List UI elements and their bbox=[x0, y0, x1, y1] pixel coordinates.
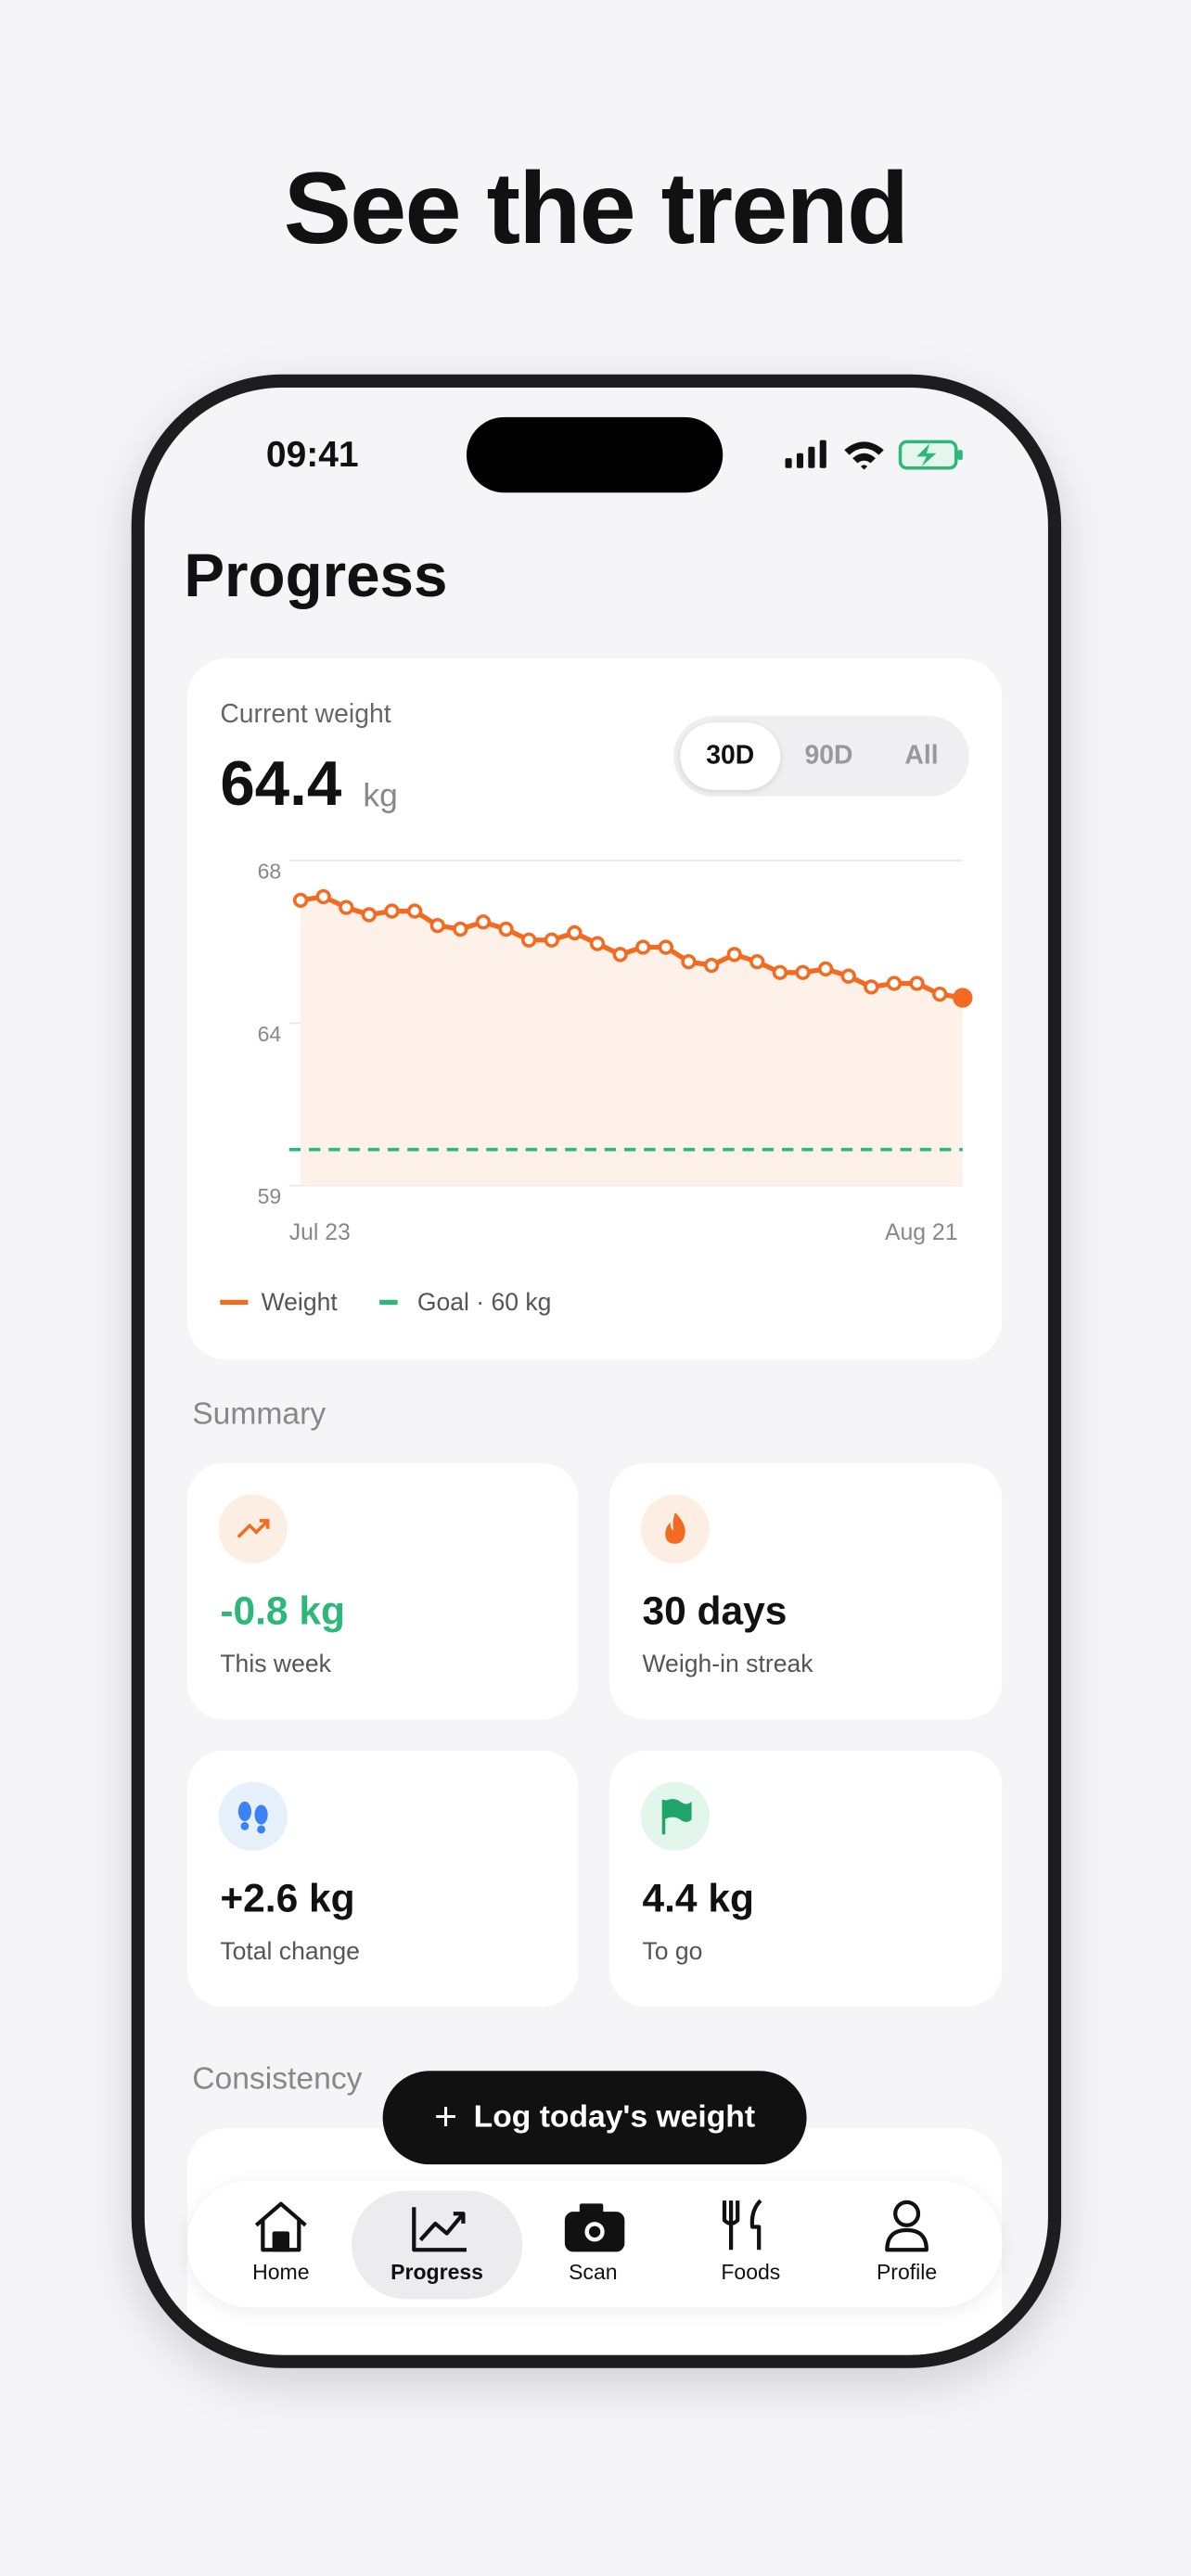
y-tick-label: 68 bbox=[258, 859, 282, 883]
weight-point bbox=[909, 976, 925, 991]
y-tick-label: 64 bbox=[258, 1022, 282, 1046]
weight-point bbox=[864, 979, 879, 995]
status-icons bbox=[785, 440, 963, 470]
weight-point bbox=[315, 888, 331, 905]
weight-point bbox=[292, 892, 309, 909]
tab-label[interactable]: Foods bbox=[721, 2259, 781, 2285]
weight-point bbox=[453, 921, 468, 937]
weight-point bbox=[339, 899, 354, 915]
weight-area bbox=[301, 896, 963, 1186]
status-time: 09:41 bbox=[265, 433, 359, 475]
summary-card: 4.4 kg To go bbox=[609, 1750, 1003, 2008]
summary-label: Weigh-in streak bbox=[642, 1650, 813, 1678]
weight-point bbox=[817, 961, 834, 977]
steps-icon bbox=[218, 1781, 288, 1851]
weight-point bbox=[612, 947, 628, 963]
summary-label: Total change bbox=[220, 1937, 360, 1966]
weight-value: 64.4 bbox=[220, 750, 342, 820]
weight-unit: kg bbox=[363, 778, 398, 815]
summary-title: Summary bbox=[192, 1397, 327, 1433]
legend-label: Weight bbox=[262, 1288, 339, 1316]
y-tick-label: 59 bbox=[258, 1184, 282, 1208]
tab-bar: Home Progress Scan Foods Profile bbox=[186, 2180, 1003, 2308]
weight-point bbox=[429, 917, 445, 934]
headline: See the trend bbox=[283, 152, 909, 266]
tab-highlight bbox=[351, 2190, 523, 2300]
legend-label: Goal · 60 kg bbox=[417, 1288, 552, 1316]
page-title: Progress bbox=[184, 542, 448, 610]
range-selector: 30D 90D All bbox=[673, 716, 969, 797]
x-tick-label: Aug 21 bbox=[885, 1220, 958, 1245]
consistency-title: Consistency bbox=[192, 2062, 363, 2098]
summary-value: 30 days bbox=[642, 1589, 788, 1635]
summary-label: To go bbox=[642, 1937, 703, 1966]
summary-value: -0.8 kg bbox=[220, 1589, 345, 1635]
weight-point bbox=[635, 939, 651, 955]
weight-point bbox=[521, 932, 537, 948]
weight-point bbox=[544, 932, 559, 948]
plus-icon: + bbox=[434, 2094, 457, 2139]
weight-card: Current weight 64.4 kg 30D 90D All 59 64 68 J… bbox=[186, 658, 1003, 1360]
weight-point bbox=[475, 914, 492, 930]
weight-point bbox=[840, 968, 856, 984]
weight-point bbox=[886, 976, 903, 991]
weight-point bbox=[795, 964, 811, 980]
weight-point bbox=[658, 939, 674, 955]
log-button-label: Log today's weight bbox=[473, 2099, 756, 2135]
summary-value: +2.6 kg bbox=[220, 1877, 355, 1922]
range-option[interactable]: 30D bbox=[680, 722, 781, 790]
tab-label[interactable]: Profile bbox=[876, 2259, 938, 2285]
tab-label[interactable]: Progress bbox=[391, 2259, 484, 2285]
x-tick-label: Jul 23 bbox=[289, 1220, 351, 1245]
range-option[interactable]: All bbox=[904, 741, 939, 770]
weight-point bbox=[772, 964, 788, 980]
weight-chart: 59 64 68 Jul 23 Aug 21 Weight Goal · 60 kg bbox=[220, 859, 973, 1316]
tab-icons bbox=[254, 2199, 928, 2252]
weight-point bbox=[498, 921, 514, 937]
weight-label: Current weight bbox=[220, 701, 391, 730]
summary-value: 4.4 kg bbox=[642, 1877, 754, 1922]
weight-point bbox=[703, 957, 720, 974]
summary-label: This week bbox=[220, 1650, 331, 1678]
tab-label[interactable]: Scan bbox=[569, 2259, 618, 2285]
summary-card: 30 days Weigh-in streak bbox=[609, 1462, 1003, 1720]
log-button[interactable]: + Log today's weight bbox=[382, 2071, 807, 2165]
flame-icon bbox=[640, 1494, 711, 1563]
weight-point bbox=[726, 947, 742, 963]
weight-point bbox=[361, 907, 378, 923]
weight-point bbox=[589, 936, 606, 951]
flag-icon bbox=[640, 1781, 711, 1851]
summary-card: +2.6 kg Total change bbox=[186, 1750, 579, 2008]
weight-point bbox=[567, 925, 583, 941]
weight-point bbox=[681, 953, 697, 970]
weight-point bbox=[407, 903, 423, 919]
weight-point bbox=[932, 987, 948, 1002]
range-option[interactable]: 90D bbox=[804, 741, 853, 770]
weight-point bbox=[749, 953, 765, 970]
phone-screen: 09:41 Progress Current weight 64.4 kg 30… bbox=[131, 374, 1062, 2368]
trend-icon bbox=[218, 1494, 288, 1563]
weight-point bbox=[953, 988, 973, 1008]
dynamic-island bbox=[466, 416, 724, 493]
summary-card: -0.8 kg This week bbox=[186, 1462, 579, 1720]
tab-label[interactable]: Home bbox=[252, 2259, 310, 2285]
weight-point bbox=[384, 903, 400, 919]
